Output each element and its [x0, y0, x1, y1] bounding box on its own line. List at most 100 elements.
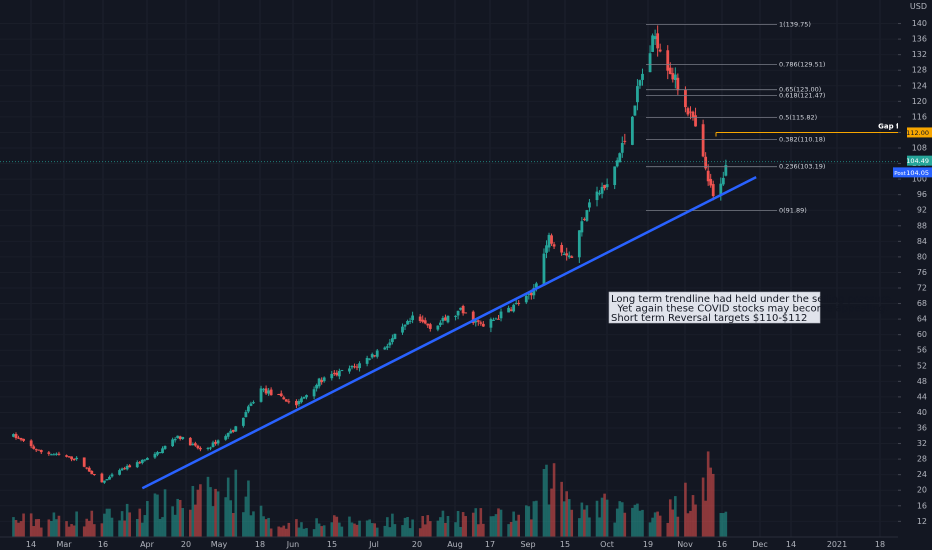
volume-bar [216, 491, 220, 537]
volume-bar [32, 526, 35, 537]
candle-body [34, 449, 38, 451]
volume-bar [70, 524, 73, 537]
annotation-box[interactable]: Long term trendline had held under the s… [608, 291, 894, 324]
volume-bar [605, 499, 609, 537]
candle-body [401, 326, 404, 333]
candle-body [161, 448, 164, 454]
volume-bar [229, 500, 233, 537]
candle-body [668, 67, 672, 75]
volume-bar [176, 498, 179, 537]
volume-bar [656, 511, 659, 537]
candle-body [214, 441, 217, 444]
candle-body [123, 468, 127, 470]
candle-body [620, 143, 624, 153]
gap-fill-label: Gap fill [878, 122, 906, 130]
volume-bar [408, 528, 412, 537]
price-tag [907, 155, 932, 166]
candle-body [600, 186, 604, 194]
candle-body [244, 412, 248, 418]
volume-bar [295, 519, 298, 537]
time-tick-label: 20 [181, 540, 191, 549]
price-tick-label: 32 [917, 439, 927, 448]
volume-bar [279, 527, 283, 537]
fib-retracement[interactable]: 1(139.75) 0.786(129.51) 0.65(123.00)0.618(… [646, 21, 825, 215]
volume-bar [464, 516, 467, 537]
candle-body [176, 435, 180, 439]
candle-body [527, 293, 531, 295]
volume-bar [143, 515, 147, 537]
volume-bar [562, 501, 566, 537]
volume-bar [146, 501, 149, 537]
post-tag-text: Post [894, 171, 906, 177]
candle-body [577, 230, 581, 258]
volume-bar [724, 511, 728, 537]
volume-bar [267, 517, 270, 537]
volume-bar [676, 516, 680, 537]
volume-bar [423, 524, 427, 537]
candle-body [317, 378, 321, 387]
candle-body [234, 426, 238, 432]
candle-body [247, 406, 250, 412]
candle-body [70, 456, 73, 460]
candle-body [216, 440, 220, 444]
volume-bar [552, 463, 556, 537]
volume-bar [542, 469, 546, 537]
volume-bar [365, 520, 369, 537]
fib-level-label: 0.618(121.47) [779, 92, 825, 100]
candle-body [335, 372, 339, 376]
volume-bar [686, 513, 690, 537]
candle-body [494, 318, 498, 320]
volume-bar [532, 501, 536, 537]
candle-body [547, 234, 551, 248]
volume-bar [704, 500, 707, 537]
currency-label: USD [910, 2, 927, 11]
volume-bar [110, 517, 114, 537]
price-tick-label: 108 [912, 144, 927, 153]
candle-body [158, 452, 162, 454]
volume-bar [348, 516, 351, 537]
time-tick-label: 2021 [827, 540, 847, 549]
candle-body [671, 73, 675, 80]
price-tick-label: 44 [917, 392, 927, 401]
candle-body [653, 36, 657, 40]
volume-bar [709, 467, 712, 537]
volume-bar [711, 473, 715, 537]
volume-bar [441, 510, 445, 537]
volume-bar [658, 515, 662, 537]
candle-body [90, 470, 94, 475]
candle-body [269, 389, 273, 396]
candle-body [605, 184, 609, 188]
candle-body [368, 358, 372, 360]
volume-bar [620, 502, 624, 537]
price-axis[interactable]: 12 16 20 24 28 32 36 40 44 48 52 56 60 64 68 72 76 80 84 88… [893, 0, 932, 550]
price-tick-label: 136 [912, 35, 927, 44]
price-tick-label: 72 [917, 284, 927, 293]
volume-bar [426, 515, 430, 537]
volume-bar [158, 518, 162, 537]
volume-bar [476, 524, 480, 537]
price-tick-label: 56 [917, 346, 927, 355]
time-tick-label: Nov [677, 540, 693, 549]
volume-bar [153, 493, 157, 537]
volume-bar [633, 504, 637, 537]
price-tick-label: 128 [912, 66, 927, 75]
candle-body [721, 177, 725, 185]
time-tick-label: Aug [447, 540, 463, 549]
candle-body [444, 317, 447, 321]
trend-line[interactable] [141, 176, 757, 490]
volume-bar [454, 522, 457, 537]
candle-body [497, 318, 500, 320]
candle-body [456, 310, 460, 316]
volume-bar [391, 513, 394, 537]
candle-body [686, 108, 690, 115]
volume-bar [209, 487, 212, 537]
price-tick-label: 96 [917, 190, 927, 199]
volume-bar [418, 528, 422, 537]
volume-bar [353, 523, 356, 537]
candle-body [524, 295, 528, 303]
candle-body [580, 221, 584, 233]
volume-bar [479, 508, 483, 537]
time-axis[interactable]: 14 Mar 16 Apr 20 May 18 Jun 15 Jul 20 Aug 17 Sep 15 Oct… [0, 536, 932, 550]
